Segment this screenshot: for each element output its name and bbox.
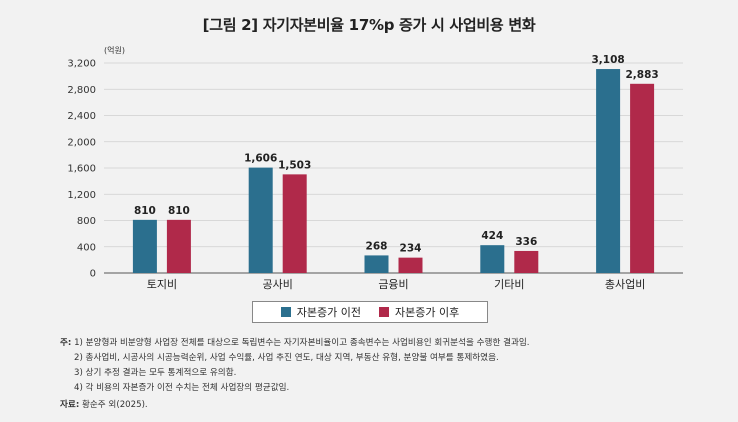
y-unit-label: (억원) — [104, 45, 125, 55]
bar-before — [132, 219, 157, 273]
note-1: 주: 1) 분양형과 비분양형 사업장 전체를 대상으로 독립변수는 자기자본비… — [60, 336, 720, 351]
note-3: 3) 상기 추정 결과는 모두 통계적으로 유의함. — [74, 368, 237, 378]
y-tick-label: 1,200 — [67, 190, 96, 201]
value-label: 2,883 — [625, 69, 658, 81]
gridlines — [104, 62, 683, 274]
y-tick-label: 400 — [77, 242, 96, 253]
y-tick-label: 800 — [77, 216, 96, 227]
x-tick-label: 기타비 — [494, 278, 524, 291]
bar-after — [282, 174, 307, 273]
value-label: 336 — [515, 236, 537, 248]
bar-after — [166, 219, 191, 273]
y-tick-label: 2,400 — [67, 111, 96, 122]
y-tick-label: 3,200 — [67, 59, 96, 70]
value-label: 1,503 — [278, 159, 311, 171]
bar-after — [398, 257, 423, 273]
notes-label: 주: — [60, 338, 72, 348]
bars — [132, 69, 655, 273]
y-tick-label: 2,800 — [67, 85, 96, 96]
bar-before — [596, 69, 621, 273]
source-text: 황순주 외(2025). — [81, 400, 148, 410]
footnotes: 주: 1) 분양형과 비분양형 사업장 전체를 대상으로 독립변수는 자기자본비… — [60, 336, 720, 396]
note-1-text: 1) 분양형과 비분양형 사업장 전체를 대상으로 독립변수는 자기자본비율이고… — [74, 338, 530, 348]
value-label: 234 — [400, 243, 422, 255]
chart-title: [그림 2] 자기자본비율 17%p 증가 시 사업비용 변화 — [202, 16, 536, 34]
source-label: 자료: — [60, 400, 80, 410]
bar-before — [364, 255, 389, 273]
legend-swatch-after — [379, 307, 389, 317]
note-2: 2) 총사업비, 시공사의 시공능력순위, 사업 수익률, 사업 추진 연도, … — [74, 353, 499, 363]
legend-item-after: 자본증가 이후 — [379, 304, 459, 320]
bar-after — [514, 250, 539, 273]
legend-swatch-before — [280, 307, 291, 317]
source-line: 자료: 황순주 외(2025). — [60, 398, 148, 410]
note-4: 4) 각 비용의 자본증가 이전 수치는 전체 사업장의 평균값임. — [74, 383, 290, 393]
y-tick-label: 0 — [90, 269, 96, 280]
x-tick-label: 총사업비 — [605, 278, 645, 291]
y-tick-label: 2,000 — [67, 137, 96, 148]
value-label: 268 — [366, 240, 388, 252]
value-label: 3,108 — [591, 54, 624, 66]
x-tick-label: 금융비 — [378, 278, 408, 291]
legend: 자본증가 이전 자본증가 이후 — [252, 301, 488, 323]
x-tick-label: 토지비 — [147, 278, 177, 291]
value-label: 1,606 — [244, 153, 277, 165]
legend-label-after: 자본증가 이후 — [395, 306, 460, 319]
legend-item-before: 자본증가 이전 — [280, 304, 361, 320]
value-label: 810 — [168, 205, 190, 217]
legend-label-before: 자본증가 이전 — [296, 306, 361, 319]
y-tick-labels: 0 400 800 1,200 1,600 2,000 2,400 2,800 3,200 — [67, 59, 96, 280]
x-tick-labels: 토지비 공사비 금융비 기타비 총사업비 — [147, 278, 646, 291]
value-label: 424 — [481, 230, 503, 242]
value-label: 810 — [134, 205, 156, 217]
bar-before — [248, 167, 273, 273]
y-tick-label: 1,600 — [67, 164, 96, 175]
x-tick-label: 공사비 — [263, 278, 293, 291]
bar-chart: (억원) 0 400 800 1,200 1,600 2,000 2,400 2,800 3,2… — [67, 45, 683, 291]
bar-before — [480, 245, 505, 273]
bar-after — [630, 83, 655, 273]
